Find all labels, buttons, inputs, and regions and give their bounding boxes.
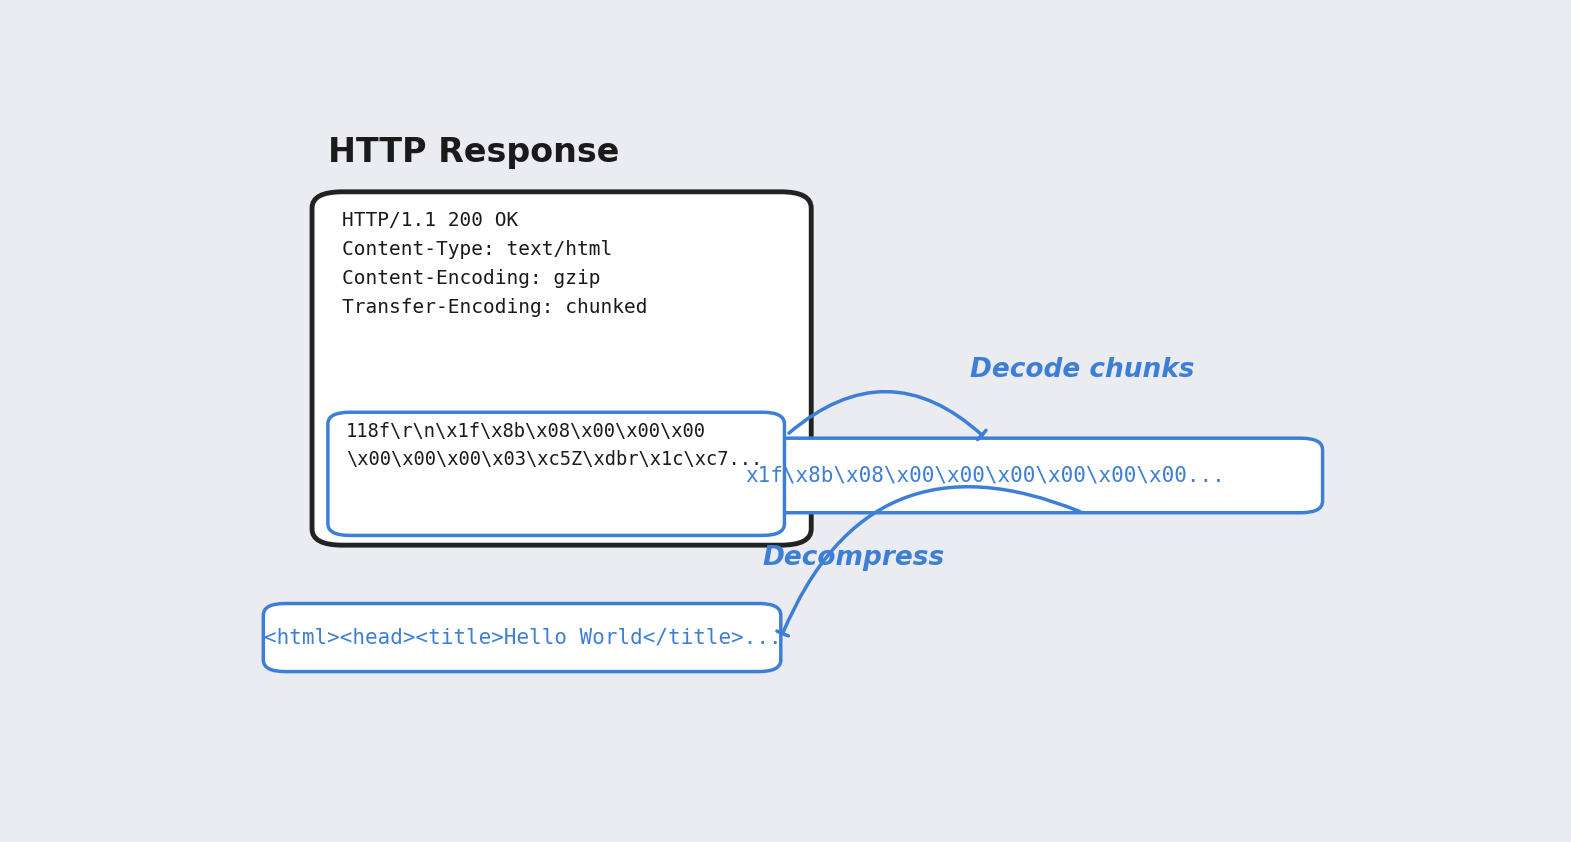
Text: <html><head><title>Hello World</title>...: <html><head><title>Hello World</title>..… <box>264 627 781 647</box>
FancyBboxPatch shape <box>313 192 811 545</box>
Text: HTTP Response: HTTP Response <box>328 136 619 169</box>
Text: Decompress: Decompress <box>762 545 944 571</box>
Text: x1f\x8b\x08\x00\x00\x00\x00\x00\x00...: x1f\x8b\x08\x00\x00\x00\x00\x00\x00... <box>746 466 1225 486</box>
Text: Decode chunks: Decode chunks <box>969 357 1194 383</box>
FancyBboxPatch shape <box>328 413 784 536</box>
FancyBboxPatch shape <box>647 438 1323 513</box>
Text: HTTP/1.1 200 OK
Content-Type: text/html
Content-Encoding: gzip
Transfer-Encoding: HTTP/1.1 200 OK Content-Type: text/html … <box>342 211 647 317</box>
Text: 118f\r\n\x1f\x8b\x08\x00\x00\x00
\x00\x00\x00\x03\xc5Z\xdbr\x1c\xc7...: 118f\r\n\x1f\x8b\x08\x00\x00\x00 \x00\x0… <box>346 422 762 469</box>
FancyBboxPatch shape <box>264 604 781 672</box>
